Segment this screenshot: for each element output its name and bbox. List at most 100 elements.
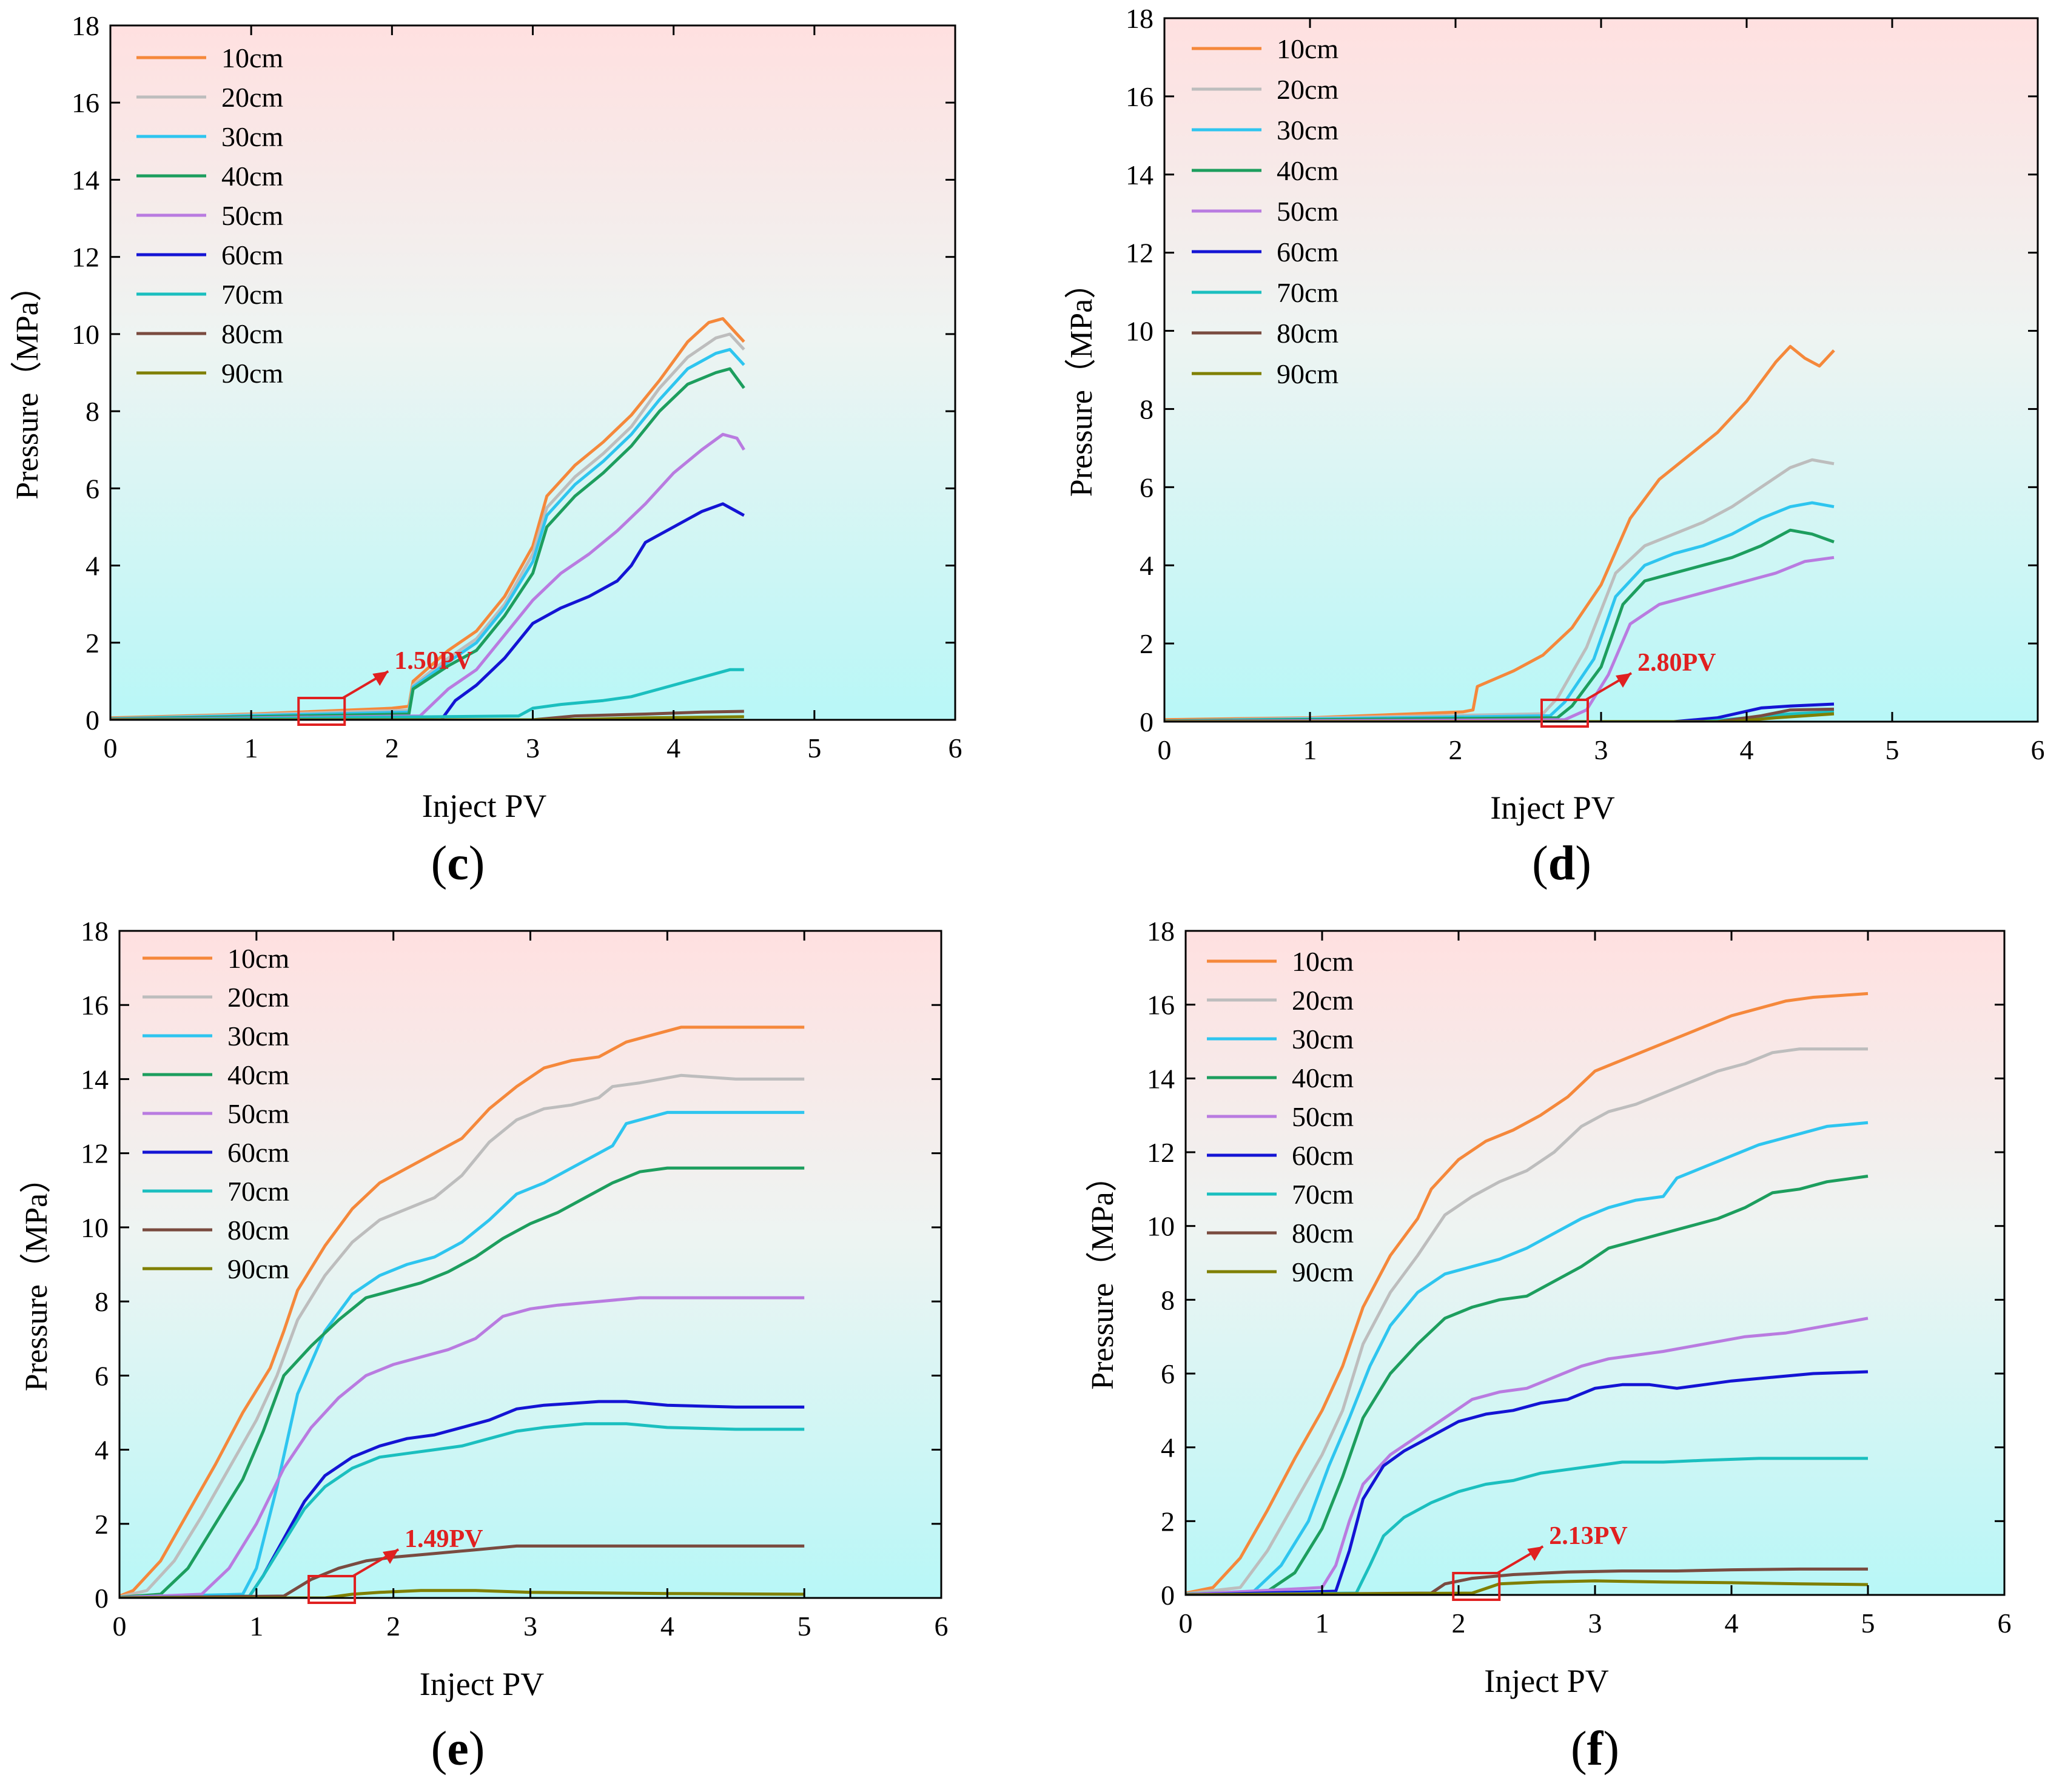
y-tick-label: 10 [1147, 1211, 1175, 1242]
panel-caption-open: ( [1532, 837, 1548, 890]
x-tick-label: 4 [667, 733, 680, 763]
annotation-label: 1.49PV [405, 1525, 483, 1553]
y-tick-label: 16 [72, 87, 99, 118]
y-tick-label: 16 [81, 990, 109, 1021]
series-line-10cm [119, 1025, 805, 1598]
y-tick-label: 8 [1161, 1284, 1175, 1315]
x-tick-label: 4 [1740, 734, 1754, 765]
legend-label: 90cm [1292, 1257, 1354, 1287]
legend-label: 40cm [227, 1059, 289, 1090]
series-line-60cm [119, 1400, 805, 1598]
series-line-70cm [1186, 1457, 1868, 1595]
x-tick-label: 1 [244, 733, 258, 763]
annotation-box [297, 697, 346, 726]
plot-background [119, 931, 941, 1598]
x-axis-label: Inject PV [420, 1666, 544, 1702]
annotation-arrowhead [372, 671, 389, 686]
y-tick-label: 10 [1126, 316, 1154, 347]
x-tick-label: 2 [1449, 734, 1463, 765]
y-tick-label: 18 [72, 10, 99, 41]
legend-label: 40cm [1277, 155, 1338, 186]
series-line-30cm [110, 347, 745, 720]
annotation-arrowhead [1527, 1546, 1543, 1561]
legend-label: 70cm [1292, 1179, 1354, 1210]
x-tick-label: 1 [249, 1611, 263, 1642]
y-tick-label: 16 [1126, 81, 1154, 112]
y-tick-label: 18 [1126, 3, 1154, 34]
panel-caption-letter: c [447, 837, 469, 890]
y-tick-label: 14 [72, 164, 99, 195]
legend-label: 80cm [227, 1215, 289, 1246]
legend-label: 10cm [221, 42, 283, 73]
legend-label: 10cm [1292, 946, 1354, 977]
series-line-20cm [119, 1073, 805, 1598]
x-tick-label: 2 [385, 733, 399, 763]
x-tick-label: 0 [104, 733, 118, 763]
y-tick-label: 18 [1147, 916, 1175, 947]
series-line-80cm [119, 1544, 805, 1598]
legend-label: 40cm [221, 161, 283, 192]
series-line-70cm [110, 668, 744, 720]
x-tick-label: 5 [798, 1611, 811, 1642]
annotation-box [307, 1575, 357, 1604]
y-tick-label: 6 [1161, 1358, 1175, 1389]
series-line-90cm [1186, 1579, 1869, 1595]
legend-label: 80cm [1277, 318, 1338, 349]
y-axis-label: Pressure（MPa） [1064, 267, 1099, 497]
series-line-20cm [1186, 1047, 1868, 1595]
legend-label: 50cm [227, 1098, 289, 1129]
legend-label: 20cm [227, 982, 289, 1013]
panel-caption-open: ( [1571, 1722, 1587, 1776]
plot-background [110, 25, 955, 720]
legend-label: 70cm [227, 1176, 289, 1207]
y-axis-label: Pressure（MPa） [10, 270, 45, 499]
y-tick-label: 4 [1140, 550, 1154, 581]
legend-label: 50cm [221, 200, 283, 231]
y-tick-label: 14 [1126, 159, 1154, 190]
series-line-60cm [1186, 1370, 1869, 1595]
annotation-arrowhead [383, 1549, 399, 1564]
series-line-80cm [110, 710, 744, 720]
series-line-30cm [119, 1110, 805, 1598]
panel-caption: (f) [1571, 1722, 1619, 1776]
x-axis-label: Inject PV [1484, 1663, 1608, 1699]
y-tick-label: 4 [86, 551, 99, 582]
series-line-50cm [110, 432, 745, 720]
annotation-arrowhead [1616, 673, 1631, 688]
panel-caption: (c) [431, 837, 485, 890]
y-tick-label: 8 [86, 396, 99, 427]
panel-caption-letter: f [1587, 1722, 1604, 1776]
legend-label: 20cm [1292, 985, 1354, 1016]
legend-label: 50cm [1292, 1101, 1354, 1132]
y-tick-label: 2 [95, 1509, 109, 1540]
legend-label: 90cm [221, 358, 283, 389]
x-tick-label: 3 [526, 733, 540, 763]
x-tick-label: 3 [523, 1611, 537, 1642]
series-line-20cm [110, 332, 745, 720]
annotation-label: 2.80PV [1637, 649, 1716, 677]
y-tick-label: 12 [72, 242, 99, 273]
series-line-10cm [1186, 992, 1869, 1595]
series-line-90cm [119, 1589, 805, 1598]
y-tick-label: 12 [1126, 238, 1154, 269]
legend-label: 30cm [1277, 115, 1338, 146]
x-tick-label: 0 [113, 1611, 127, 1642]
legend-label: 30cm [221, 121, 283, 152]
series-line-70cm [119, 1422, 805, 1598]
series-line-50cm [119, 1296, 805, 1598]
y-tick-label: 8 [1140, 394, 1154, 425]
legend-label: 60cm [1292, 1140, 1354, 1171]
series-line-60cm [1164, 702, 1835, 722]
x-axis-label: Inject PV [422, 788, 546, 824]
panel-caption-open: ( [431, 1722, 448, 1776]
y-tick-label: 10 [81, 1212, 109, 1243]
legend-label: 60cm [221, 240, 283, 270]
series-line-40cm [1186, 1175, 1869, 1595]
panel-caption-close: ) [469, 1722, 485, 1776]
y-tick-label: 16 [1147, 990, 1175, 1021]
x-tick-label: 2 [1452, 1608, 1466, 1639]
panel-caption-open: ( [431, 837, 448, 890]
x-tick-label: 3 [1588, 1608, 1602, 1639]
legend-label: 10cm [227, 943, 289, 974]
